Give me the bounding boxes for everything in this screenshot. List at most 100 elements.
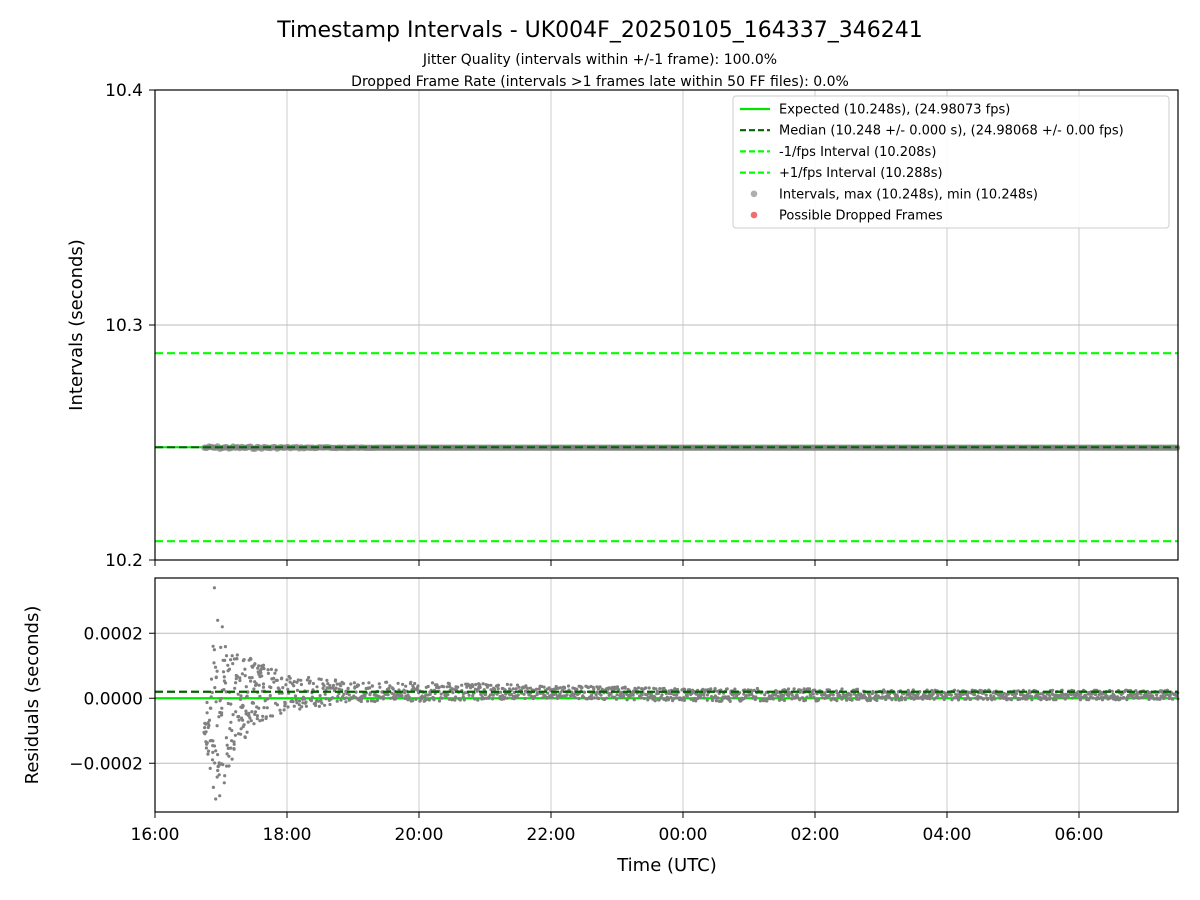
- residual-point: [454, 695, 458, 699]
- residual-point: [298, 707, 302, 711]
- residual-point: [388, 684, 392, 688]
- x-axis-label: Time (UTC): [616, 855, 717, 876]
- residual-point: [1091, 696, 1095, 700]
- residual-point: [426, 684, 430, 689]
- residual-point: [246, 720, 250, 724]
- residual-point: [214, 749, 218, 753]
- residual-point: [1087, 698, 1091, 702]
- residual-point: [458, 698, 462, 702]
- residual-point: [1030, 698, 1034, 702]
- residual-point: [511, 687, 515, 691]
- legend-item: Expected (10.248s), (24.98073 fps): [740, 103, 1010, 118]
- residual-outlier-point: [214, 797, 218, 801]
- residual-point: [241, 718, 245, 722]
- residual-point: [755, 686, 760, 691]
- residual-point: [1052, 698, 1056, 702]
- residual-point: [215, 775, 219, 779]
- residual-point: [232, 742, 236, 746]
- residual-point: [509, 683, 513, 687]
- residual-point: [233, 733, 237, 737]
- residual-point: [1158, 697, 1162, 701]
- residual-point: [682, 696, 686, 700]
- residual-point: [288, 676, 292, 680]
- residual-point: [239, 732, 243, 736]
- residual-point: [212, 744, 217, 748]
- residual-point: [713, 687, 717, 691]
- residual-point: [964, 697, 968, 701]
- residual-point: [976, 694, 980, 698]
- residual-point: [807, 687, 812, 691]
- residual-point: [227, 667, 232, 671]
- residual-point: [961, 692, 965, 697]
- residual-point: [662, 686, 666, 690]
- residual-point: [992, 695, 996, 699]
- residual-point: [672, 697, 676, 701]
- intervals-y-ticks: 10.2 10.3 10.4: [105, 81, 155, 571]
- residual-point: [895, 694, 900, 698]
- residual-point: [252, 687, 256, 691]
- residual-point: [415, 688, 419, 692]
- residual-point: [840, 687, 844, 691]
- residual-point: [705, 693, 710, 697]
- residual-point: [803, 698, 808, 702]
- intervals-y-tick-label: 10.3: [105, 316, 143, 336]
- residual-point: [528, 686, 533, 690]
- residual-point: [476, 698, 480, 702]
- residual-point: [219, 645, 223, 650]
- residual-point: [615, 693, 619, 697]
- residual-point: [442, 685, 446, 689]
- residual-point: [473, 697, 477, 701]
- residual-point: [420, 694, 424, 698]
- residual-point: [673, 687, 677, 691]
- residual-point: [967, 691, 971, 695]
- residual-point: [640, 693, 644, 697]
- residual-point: [799, 688, 803, 693]
- residual-point: [1102, 695, 1106, 699]
- legend-label: Possible Dropped Frames: [779, 209, 943, 224]
- residual-point: [370, 684, 374, 688]
- residual-point: [989, 694, 993, 698]
- residual-point: [414, 697, 418, 702]
- residual-point: [489, 683, 493, 687]
- residual-point: [942, 697, 946, 702]
- residual-point: [609, 692, 613, 696]
- residual-point: [777, 698, 782, 702]
- residual-point: [216, 768, 220, 773]
- residual-point: [263, 699, 267, 703]
- residual-point: [899, 695, 904, 699]
- residual-point: [456, 685, 460, 689]
- residual-point: [855, 687, 860, 691]
- residual-point: [221, 670, 226, 674]
- residual-point: [880, 695, 885, 699]
- residual-point: [903, 698, 908, 702]
- residual-point: [669, 695, 673, 700]
- residual-point: [1028, 691, 1032, 695]
- x-tick-label: 00:00: [659, 825, 708, 845]
- residual-point: [430, 681, 435, 685]
- residual-point: [702, 696, 707, 700]
- residual-point: [307, 675, 311, 680]
- residual-point: [844, 695, 848, 699]
- residual-point: [446, 693, 450, 697]
- residual-point: [484, 692, 488, 696]
- residual-point: [522, 692, 526, 696]
- residual-point: [1167, 696, 1171, 701]
- residual-point: [346, 686, 350, 691]
- residual-point: [984, 693, 988, 697]
- residual-point: [1139, 692, 1143, 696]
- residual-point: [368, 686, 372, 690]
- residual-point: [943, 691, 947, 696]
- residual-point: [597, 697, 601, 701]
- residual-point: [260, 718, 265, 722]
- residual-point: [805, 695, 809, 699]
- residual-point: [514, 687, 518, 691]
- residual-point: [575, 687, 579, 691]
- intervals-y-tick-label: 10.2: [105, 551, 143, 571]
- residual-point: [786, 687, 791, 691]
- residual-point: [222, 675, 226, 679]
- residual-point: [217, 763, 221, 767]
- residual-point: [378, 685, 382, 689]
- residual-point: [260, 674, 264, 678]
- residual-point: [545, 696, 549, 700]
